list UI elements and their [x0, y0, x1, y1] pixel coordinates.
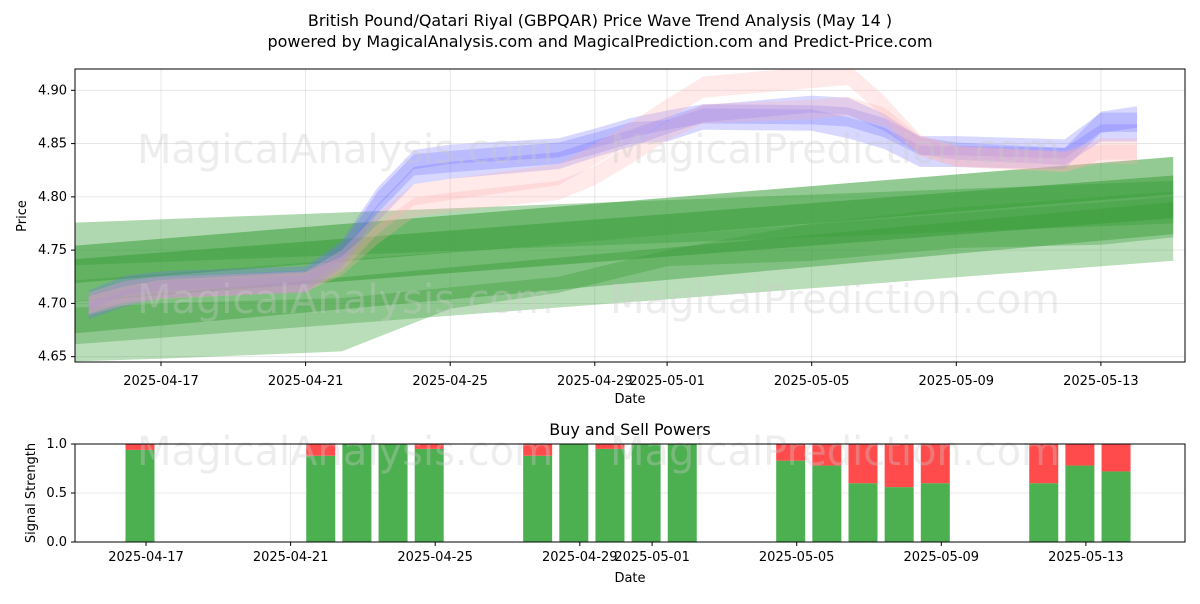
buy-power-bar — [1065, 465, 1095, 542]
watermark: MagicalPrediction.com — [610, 127, 1060, 173]
buy-power-bar — [848, 483, 878, 542]
signal-x-tick-label: 2025-05-09 — [904, 550, 980, 565]
signal-x-tick-label: 2025-05-13 — [1048, 550, 1124, 565]
buy-power-bar — [884, 487, 914, 542]
signal-panel: Buy and Sell Powers MagicalAnalysis.com … — [24, 420, 1186, 586]
signal-x-ticks: 2025-04-17 2025-04-21 2025-04-25 2025-04-29… — [108, 542, 1124, 565]
price-panel: MagicalAnalysis.com MagicalPrediction.co… — [15, 68, 1186, 407]
price-y-tick-label: 4.90 — [38, 83, 67, 98]
price-wave-band — [88, 106, 1138, 317]
price-x-ticks: 2025-04-17 2025-04-21 2025-04-25 2025-04-29… — [123, 362, 1139, 389]
signal-x-tick-label: 2025-04-17 — [108, 550, 184, 565]
watermark: MagicalPrediction.com — [610, 429, 1060, 475]
buy-power-bar — [1029, 483, 1059, 542]
signal-title: Buy and Sell Powers — [549, 420, 711, 439]
sell-power-bar — [125, 444, 155, 450]
buy-power-bar — [414, 448, 444, 542]
price-x-tick-label: 2025-04-29 — [557, 374, 633, 389]
trend-band — [75, 180, 1174, 266]
buy-power-bar — [776, 460, 806, 542]
buy-power-bar — [342, 444, 372, 542]
trend-bands — [75, 156, 1174, 362]
sell-power-bar — [920, 444, 950, 484]
price-y-label: Price — [15, 200, 30, 232]
sell-power-bar — [1029, 444, 1059, 484]
signal-x-tick-label: 2025-05-05 — [759, 550, 835, 565]
price-y-tick-label: 4.85 — [38, 137, 67, 152]
watermark: MagicalAnalysis.com — [137, 127, 553, 173]
buy-power-bar — [1101, 471, 1131, 542]
price-wave-band — [88, 96, 1138, 316]
signal-y-tick-label: 0.5 — [46, 486, 67, 501]
watermark: MagicalAnalysis.com — [137, 277, 553, 323]
price-wave-band — [88, 95, 1138, 320]
watermark: MagicalPrediction.com — [610, 277, 1060, 323]
trend-band — [75, 196, 1174, 345]
price-x-tick-label: 2025-04-25 — [412, 374, 488, 389]
price-wave-band — [88, 104, 1138, 310]
sell-power-bar — [523, 444, 553, 456]
price-waves — [88, 69, 1138, 320]
signal-y-label: Signal Strength — [24, 443, 39, 543]
price-y-ticks: 4.65 4.70 4.75 4.80 4.85 4.90 — [38, 83, 75, 365]
buy-power-bar — [595, 448, 625, 542]
trend-band — [75, 156, 1174, 283]
price-x-tick-label: 2025-05-13 — [1063, 374, 1139, 389]
buy-power-bar — [812, 465, 842, 542]
signal-x-tick-label: 2025-04-21 — [253, 550, 329, 565]
sell-power-bar — [414, 444, 444, 449]
sell-power-bar — [884, 444, 914, 488]
price-x-tick-label: 2025-05-09 — [919, 374, 995, 389]
price-watermarks: MagicalAnalysis.com MagicalPrediction.co… — [137, 127, 1060, 323]
signal-x-label: Date — [614, 571, 645, 586]
signal-bars — [125, 444, 1131, 542]
buy-power-bar — [125, 449, 155, 542]
signal-watermarks: MagicalAnalysis.com MagicalPrediction.co… — [137, 429, 1060, 475]
price-axes-frame — [74, 68, 1186, 363]
watermark: MagicalAnalysis.com — [137, 429, 553, 475]
buy-power-bar — [523, 455, 553, 542]
price-y-tick-label: 4.65 — [38, 350, 67, 365]
buy-power-bar — [559, 444, 589, 542]
signal-y-ticks: 0.0 0.5 1.0 — [46, 437, 75, 550]
trend-band-lower — [75, 191, 1174, 362]
chart-subtitle: powered by MagicalAnalysis.com and Magic… — [267, 32, 932, 51]
signal-y-tick-label: 0.0 — [46, 535, 67, 550]
price-x-tick-label: 2025-04-21 — [268, 374, 344, 389]
sell-power-bar — [848, 444, 878, 484]
trend-band — [75, 202, 1174, 334]
buy-power-bar — [306, 455, 336, 542]
signal-x-tick-label: 2025-05-01 — [614, 550, 690, 565]
chart-title: British Pound/Qatari Riyal (GBPQAR) Pric… — [308, 11, 892, 30]
price-y-tick-label: 4.75 — [38, 243, 67, 258]
price-y-tick-label: 4.70 — [38, 296, 67, 311]
buy-power-bar — [920, 483, 950, 542]
buy-power-bar — [631, 444, 661, 542]
sell-power-bar — [776, 444, 806, 461]
price-x-tick-label: 2025-04-17 — [123, 374, 199, 389]
price-x-tick-label: 2025-05-05 — [774, 374, 850, 389]
buy-power-bar — [667, 444, 697, 542]
sell-power-bar — [306, 444, 336, 456]
price-wave-band — [88, 69, 1138, 315]
price-x-tick-label: 2025-05-01 — [629, 374, 705, 389]
sell-power-bar — [1101, 444, 1131, 472]
signal-x-tick-label: 2025-04-25 — [397, 550, 473, 565]
signal-y-tick-label: 1.0 — [46, 437, 67, 452]
price-x-label: Date — [614, 392, 645, 407]
signal-x-tick-label: 2025-04-29 — [542, 550, 618, 565]
sell-power-bar — [812, 444, 842, 466]
buy-power-bar — [378, 444, 408, 542]
price-y-tick-label: 4.80 — [38, 190, 67, 205]
sell-power-bar — [595, 444, 625, 449]
sell-power-bar — [1065, 444, 1095, 466]
